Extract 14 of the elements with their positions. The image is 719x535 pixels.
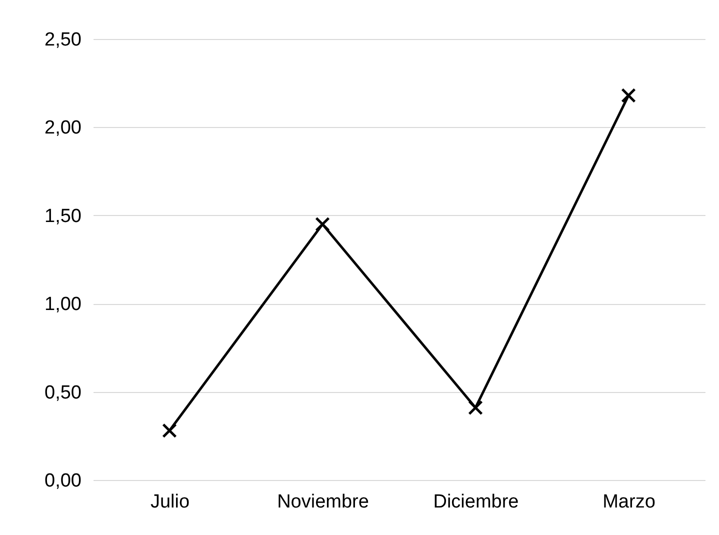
- point: [162, 423, 177, 438]
- y-tick-label: 0,50: [44, 382, 82, 404]
- y-tick-label: 2,00: [44, 118, 82, 139]
- y-tick-label: 1,00: [44, 294, 82, 316]
- x-tick-label: Julio: [150, 492, 190, 512]
- y-tick-label: 1,50: [44, 206, 82, 227]
- x-tick-label: Diciembre: [433, 492, 519, 512]
- y-tick-label: 2,50: [44, 30, 82, 50]
- x-tick-label: Noviembre: [277, 492, 369, 512]
- point: [621, 88, 636, 103]
- point: [468, 400, 483, 416]
- y-tick-label: 0,00: [44, 470, 82, 492]
- point: [315, 216, 330, 232]
- x-tick-label: Marzo: [602, 492, 656, 512]
